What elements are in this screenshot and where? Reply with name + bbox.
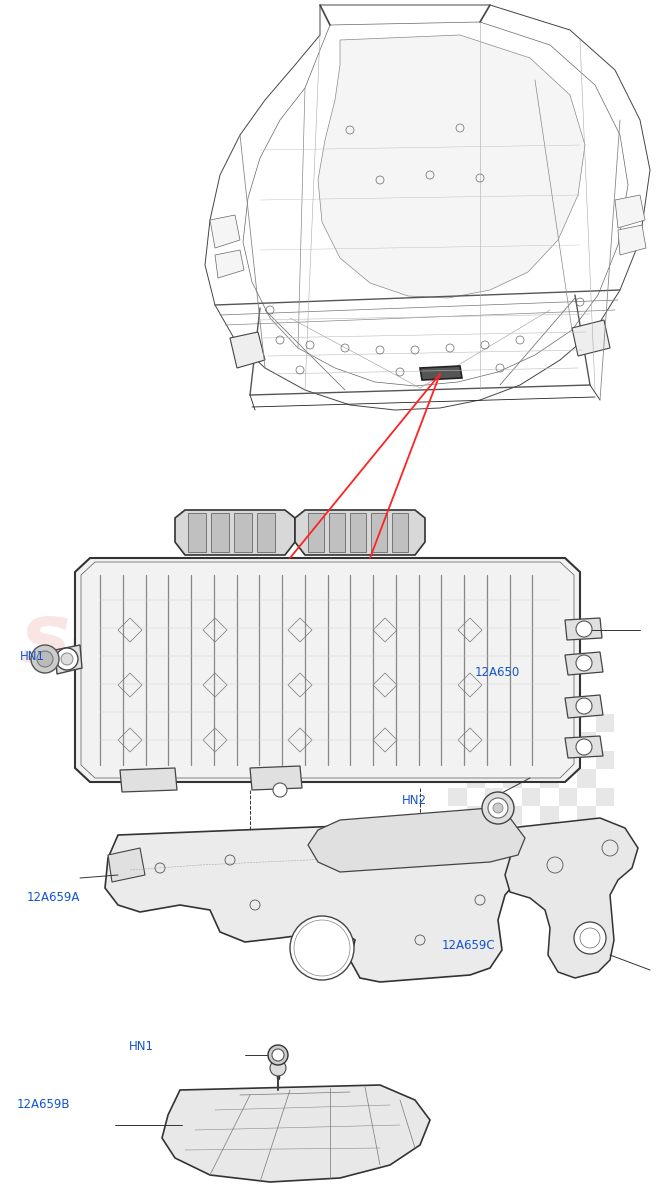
- Text: HN1: HN1: [129, 1040, 154, 1052]
- Circle shape: [488, 798, 508, 818]
- Text: scuderia: scuderia: [20, 600, 420, 680]
- Text: 12A650: 12A650: [474, 666, 520, 678]
- Text: 12A659A: 12A659A: [26, 892, 80, 904]
- Polygon shape: [392, 514, 408, 552]
- Polygon shape: [55, 646, 82, 674]
- Circle shape: [493, 803, 503, 814]
- Bar: [559, 714, 577, 732]
- Polygon shape: [120, 768, 177, 792]
- Circle shape: [61, 653, 73, 665]
- Polygon shape: [250, 766, 302, 790]
- Bar: [448, 714, 467, 732]
- Bar: [467, 769, 485, 788]
- Bar: [485, 751, 503, 769]
- Bar: [540, 732, 559, 751]
- Polygon shape: [257, 514, 275, 552]
- Circle shape: [576, 698, 592, 714]
- Circle shape: [270, 1060, 286, 1076]
- Polygon shape: [565, 652, 603, 674]
- Polygon shape: [329, 514, 345, 552]
- Bar: [467, 806, 485, 824]
- Circle shape: [576, 622, 592, 637]
- Circle shape: [272, 1049, 284, 1061]
- Polygon shape: [308, 808, 525, 872]
- Polygon shape: [188, 514, 206, 552]
- Text: 12A659C: 12A659C: [442, 940, 495, 952]
- Bar: [448, 824, 467, 844]
- Bar: [540, 806, 559, 824]
- Bar: [596, 824, 614, 844]
- Circle shape: [273, 782, 287, 797]
- Polygon shape: [350, 514, 366, 552]
- Polygon shape: [210, 215, 240, 248]
- Polygon shape: [565, 695, 603, 718]
- Polygon shape: [618, 226, 646, 254]
- Text: 12A659B: 12A659B: [16, 1098, 70, 1110]
- Circle shape: [574, 922, 606, 954]
- Bar: [522, 714, 540, 732]
- Text: HN1: HN1: [20, 650, 45, 662]
- Polygon shape: [420, 366, 462, 380]
- Bar: [577, 769, 596, 788]
- Bar: [577, 732, 596, 751]
- Bar: [485, 824, 503, 844]
- Bar: [522, 751, 540, 769]
- Polygon shape: [371, 514, 387, 552]
- Circle shape: [56, 648, 78, 670]
- Bar: [596, 714, 614, 732]
- Polygon shape: [615, 194, 645, 228]
- Bar: [503, 769, 522, 788]
- Polygon shape: [318, 35, 585, 298]
- Bar: [559, 824, 577, 844]
- Circle shape: [37, 650, 53, 667]
- Text: HN2: HN2: [402, 794, 427, 806]
- Bar: [503, 732, 522, 751]
- Bar: [522, 788, 540, 806]
- Bar: [467, 732, 485, 751]
- Polygon shape: [162, 1085, 430, 1182]
- Polygon shape: [105, 820, 525, 982]
- Polygon shape: [505, 818, 638, 978]
- Polygon shape: [572, 320, 610, 356]
- Polygon shape: [108, 848, 145, 882]
- Polygon shape: [295, 510, 425, 554]
- Polygon shape: [565, 618, 602, 640]
- Bar: [485, 788, 503, 806]
- Circle shape: [268, 1045, 288, 1066]
- Bar: [448, 751, 467, 769]
- Polygon shape: [75, 558, 580, 782]
- Circle shape: [31, 646, 59, 673]
- Bar: [559, 751, 577, 769]
- Polygon shape: [211, 514, 229, 552]
- Circle shape: [290, 916, 354, 980]
- Bar: [596, 788, 614, 806]
- Circle shape: [576, 655, 592, 671]
- Bar: [485, 714, 503, 732]
- Bar: [596, 751, 614, 769]
- Circle shape: [482, 792, 514, 824]
- Circle shape: [576, 739, 592, 755]
- Bar: [522, 824, 540, 844]
- Polygon shape: [230, 332, 265, 368]
- Polygon shape: [175, 510, 295, 554]
- Polygon shape: [215, 250, 244, 278]
- Bar: [577, 806, 596, 824]
- Bar: [540, 769, 559, 788]
- Bar: [559, 788, 577, 806]
- Bar: [448, 788, 467, 806]
- Polygon shape: [565, 736, 603, 758]
- Polygon shape: [234, 514, 252, 552]
- Bar: [503, 806, 522, 824]
- Polygon shape: [308, 514, 324, 552]
